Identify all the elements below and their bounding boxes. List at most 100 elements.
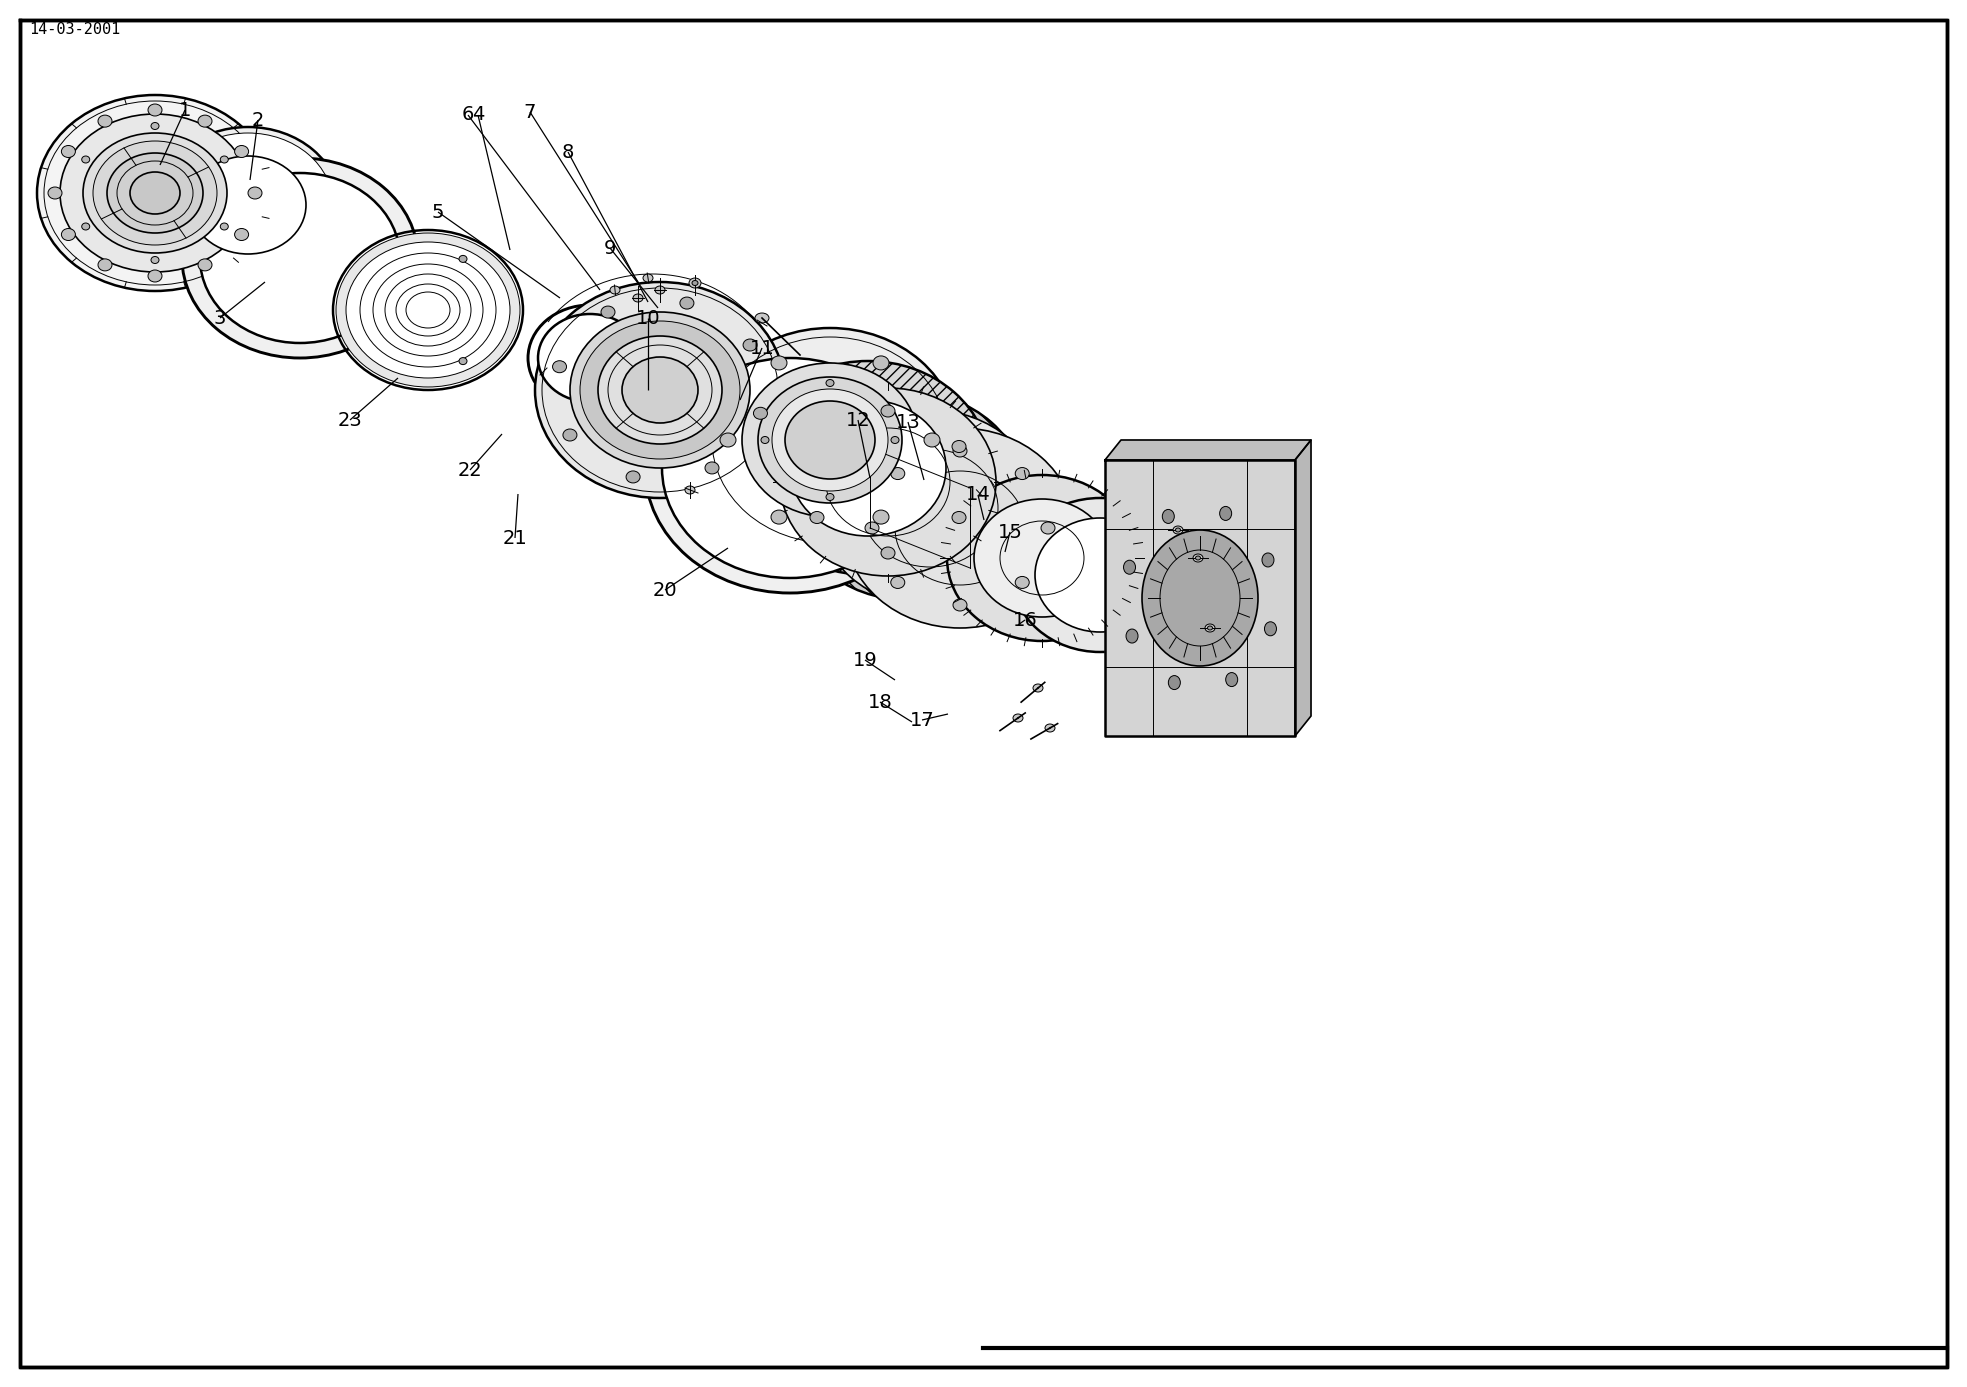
Ellipse shape [655, 286, 665, 294]
Ellipse shape [826, 380, 834, 387]
Ellipse shape [685, 485, 694, 494]
Ellipse shape [1208, 626, 1212, 630]
Ellipse shape [151, 122, 159, 129]
Ellipse shape [771, 388, 887, 491]
Ellipse shape [1194, 553, 1204, 562]
Text: 18: 18 [867, 692, 893, 712]
Ellipse shape [199, 259, 212, 270]
Text: 10: 10 [635, 308, 661, 327]
Ellipse shape [791, 393, 1027, 601]
Ellipse shape [1013, 714, 1023, 723]
Ellipse shape [688, 277, 700, 288]
Ellipse shape [818, 411, 1043, 606]
Text: 1: 1 [179, 100, 191, 119]
Ellipse shape [891, 577, 905, 588]
Ellipse shape [580, 320, 740, 459]
Ellipse shape [1035, 517, 1164, 632]
Ellipse shape [946, 474, 1137, 641]
Ellipse shape [702, 327, 958, 552]
Ellipse shape [61, 114, 250, 272]
Ellipse shape [106, 153, 203, 233]
Ellipse shape [952, 441, 966, 452]
Ellipse shape [83, 223, 90, 230]
Ellipse shape [37, 94, 273, 291]
Text: 21: 21 [504, 528, 527, 548]
Ellipse shape [234, 146, 248, 158]
Ellipse shape [891, 437, 899, 444]
Ellipse shape [704, 462, 720, 474]
Ellipse shape [395, 284, 460, 336]
Ellipse shape [881, 546, 895, 559]
Ellipse shape [610, 286, 620, 294]
Ellipse shape [199, 115, 212, 128]
Ellipse shape [643, 275, 653, 282]
Ellipse shape [626, 472, 639, 483]
Ellipse shape [553, 361, 566, 373]
Text: 17: 17 [909, 710, 934, 730]
Ellipse shape [83, 133, 226, 252]
Ellipse shape [633, 294, 643, 302]
Ellipse shape [865, 522, 879, 534]
Ellipse shape [1220, 506, 1231, 520]
Ellipse shape [755, 313, 769, 323]
Ellipse shape [61, 146, 75, 158]
Ellipse shape [1123, 560, 1135, 574]
Polygon shape [1294, 440, 1310, 736]
Ellipse shape [1044, 724, 1054, 732]
Ellipse shape [350, 245, 506, 374]
Text: 23: 23 [338, 411, 362, 430]
Ellipse shape [681, 297, 694, 309]
Ellipse shape [810, 512, 824, 523]
Ellipse shape [83, 155, 90, 164]
Ellipse shape [622, 356, 698, 423]
Ellipse shape [1263, 553, 1275, 567]
Ellipse shape [458, 358, 466, 365]
Ellipse shape [458, 255, 466, 262]
Ellipse shape [220, 155, 228, 164]
Text: 20: 20 [653, 581, 677, 599]
Ellipse shape [148, 104, 161, 117]
Ellipse shape [924, 433, 940, 447]
Ellipse shape [832, 431, 984, 560]
Text: 15: 15 [997, 523, 1023, 541]
Ellipse shape [771, 510, 787, 524]
Ellipse shape [155, 128, 340, 283]
Ellipse shape [974, 499, 1109, 617]
Text: 3: 3 [214, 308, 226, 327]
Ellipse shape [1172, 526, 1182, 534]
Text: 4: 4 [472, 105, 484, 125]
Ellipse shape [346, 241, 509, 379]
Ellipse shape [399, 287, 456, 333]
Text: 8: 8 [563, 143, 574, 161]
Polygon shape [1105, 440, 1310, 460]
Ellipse shape [360, 252, 496, 368]
Ellipse shape [563, 429, 576, 441]
Ellipse shape [1162, 509, 1174, 523]
Text: 12: 12 [846, 411, 869, 430]
Ellipse shape [1265, 621, 1277, 635]
Ellipse shape [248, 187, 262, 198]
Ellipse shape [1033, 684, 1043, 692]
Ellipse shape [881, 405, 895, 417]
Ellipse shape [389, 277, 466, 343]
Polygon shape [1105, 460, 1294, 736]
Ellipse shape [846, 429, 1076, 628]
Ellipse shape [1168, 675, 1180, 689]
Ellipse shape [92, 141, 216, 245]
Text: 22: 22 [458, 460, 482, 480]
Ellipse shape [1125, 630, 1139, 644]
Ellipse shape [374, 264, 484, 356]
Ellipse shape [61, 229, 75, 240]
Ellipse shape [791, 399, 946, 535]
Ellipse shape [952, 599, 968, 612]
Ellipse shape [163, 133, 332, 277]
Ellipse shape [744, 338, 757, 351]
Ellipse shape [201, 173, 399, 343]
Ellipse shape [692, 280, 698, 286]
Text: 6: 6 [462, 105, 474, 125]
Text: 11: 11 [749, 338, 775, 358]
Text: 14-03-2001: 14-03-2001 [30, 22, 120, 37]
Ellipse shape [891, 467, 905, 480]
Ellipse shape [771, 356, 787, 370]
Ellipse shape [1225, 673, 1237, 687]
